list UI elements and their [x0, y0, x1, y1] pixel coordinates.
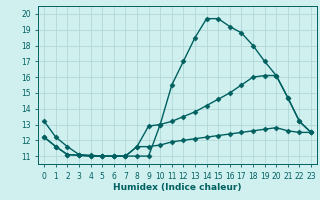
X-axis label: Humidex (Indice chaleur): Humidex (Indice chaleur): [113, 183, 242, 192]
